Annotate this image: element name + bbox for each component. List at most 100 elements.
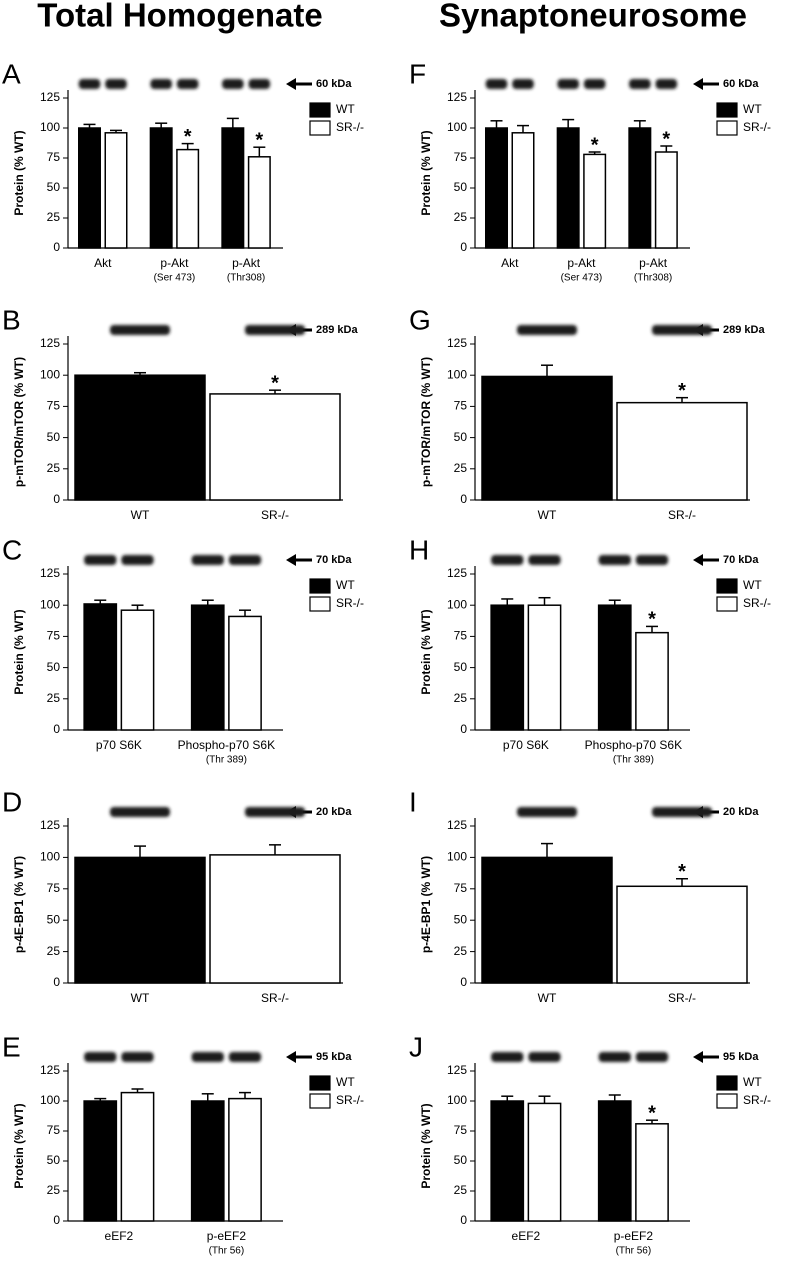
- x-tick-label: WT: [131, 508, 150, 522]
- y-tick-label: 75: [47, 399, 61, 413]
- bar: [74, 374, 206, 501]
- kda-label: 20 kDa: [316, 806, 352, 818]
- y-tick-label: 125: [40, 90, 60, 104]
- x-tick-label: p-Akt: [232, 256, 261, 270]
- blot-band: [228, 1052, 262, 1062]
- blot-band: [512, 79, 534, 89]
- panel-letter: I: [409, 786, 417, 817]
- y-tick-label: 100: [447, 120, 467, 134]
- y-tick-label: 25: [47, 461, 61, 475]
- y-axis-label: p-4E-BP1 (% WT): [419, 856, 433, 953]
- blot-band: [191, 555, 224, 565]
- bar: [583, 153, 607, 249]
- y-tick-label: 50: [47, 430, 61, 444]
- panel-letter: B: [2, 304, 21, 335]
- x-tick-label: p-Akt: [567, 256, 596, 270]
- y-axis-label: Protein (% WT): [12, 130, 26, 215]
- blot-band: [629, 79, 651, 89]
- legend-label: WT: [743, 578, 762, 592]
- y-tick-label: 100: [447, 597, 467, 611]
- bar: [485, 127, 508, 249]
- blot-band: [652, 807, 712, 817]
- bar: [209, 854, 341, 984]
- blot-band: [245, 807, 305, 817]
- kda-label: 289 kDa: [316, 324, 358, 336]
- blot-band: [598, 555, 631, 565]
- y-tick-label: 50: [47, 1153, 61, 1167]
- legend-label: SR-/-: [743, 120, 771, 134]
- legend-swatch: [309, 1093, 331, 1109]
- bar: [149, 127, 173, 249]
- y-axis-label: p-mTOR/mTOR (% WT): [419, 357, 433, 487]
- significance: *: [678, 380, 686, 402]
- bar: [83, 603, 118, 731]
- y-axis-label: Protein (% WT): [419, 609, 433, 694]
- bar: [597, 604, 632, 731]
- y-tick-label: 25: [454, 210, 468, 224]
- bar: [628, 127, 652, 249]
- bar: [654, 151, 678, 249]
- y-tick-label: 25: [454, 1183, 468, 1197]
- x-tick-label: eEF2: [512, 1229, 541, 1243]
- legend-label: WT: [336, 578, 355, 592]
- blot-band: [110, 325, 170, 335]
- y-tick-label: 50: [454, 1153, 468, 1167]
- y-tick-label: 75: [47, 150, 61, 164]
- blot-band: [652, 325, 712, 335]
- bar: [104, 132, 128, 249]
- bar: [190, 1100, 225, 1222]
- legend-label: WT: [743, 102, 762, 116]
- y-tick-label: 25: [454, 691, 468, 705]
- y-tick-label: 75: [454, 1123, 468, 1137]
- kda-label: 70 kDa: [316, 554, 352, 566]
- bar: [209, 393, 341, 501]
- y-tick-label: 125: [447, 1063, 467, 1077]
- bar: [511, 132, 535, 249]
- y-tick-label: 0: [460, 492, 467, 506]
- y-tick-label: 100: [40, 1093, 60, 1107]
- x-tick-label: p-eEF2: [614, 1229, 654, 1243]
- x-tick-note: (Thr 56): [209, 1246, 245, 1257]
- bar: [616, 401, 748, 501]
- y-tick-label: 125: [40, 566, 60, 580]
- y-tick-label: 125: [447, 818, 467, 832]
- kda-arrowhead: [286, 1051, 296, 1063]
- blot-band: [583, 79, 606, 89]
- legend-swatch: [716, 578, 738, 594]
- kda-arrowhead: [286, 78, 296, 90]
- bar: [616, 885, 748, 984]
- y-axis-label: p-mTOR/mTOR (% WT): [12, 357, 26, 487]
- y-tick-label: 50: [454, 430, 468, 444]
- y-tick-label: 25: [47, 1183, 61, 1197]
- bar: [176, 148, 200, 249]
- bar: [83, 1100, 118, 1222]
- x-tick-note: (Ser 473): [561, 273, 603, 284]
- significance: *: [678, 861, 686, 883]
- panel-letter: H: [409, 534, 429, 565]
- x-tick-label: p-Akt: [639, 256, 668, 270]
- blot-band: [84, 555, 117, 565]
- y-tick-label: 125: [447, 336, 467, 350]
- bar: [190, 604, 225, 731]
- blot-band: [228, 555, 262, 565]
- bar: [78, 127, 101, 249]
- legend-label: SR-/-: [336, 596, 364, 610]
- y-tick-label: 0: [53, 975, 60, 989]
- blot-band: [655, 79, 678, 89]
- x-tick-note: (Thr 389): [613, 755, 654, 766]
- x-tick-note: (Thr308): [634, 273, 672, 284]
- blot-band: [176, 79, 199, 89]
- kda-label: 95 kDa: [316, 1051, 352, 1063]
- bar: [228, 1097, 262, 1222]
- blot-band: [517, 807, 577, 817]
- panel-letter: G: [409, 304, 431, 335]
- blot-band: [635, 1052, 669, 1062]
- y-tick-label: 0: [460, 1213, 467, 1227]
- x-tick-label: SR-/-: [668, 508, 696, 522]
- bar: [481, 856, 613, 984]
- bar: [120, 1091, 155, 1222]
- blot-band: [191, 1052, 224, 1062]
- blot-band: [121, 555, 154, 565]
- x-tick-note: (Ser 473): [154, 273, 196, 284]
